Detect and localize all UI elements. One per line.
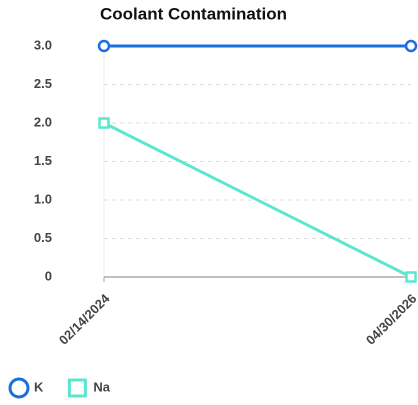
legend-item: Na (67, 378, 111, 398)
point (405, 271, 417, 283)
y-tick-label: 1.0 (34, 191, 52, 206)
legend-label: K (34, 379, 44, 394)
x-tick-label: 02/14/2024 (56, 290, 113, 347)
y-tick-label: 3.0 (34, 37, 52, 52)
legend-label: Na (93, 379, 110, 394)
y-tick-label: 2.0 (34, 114, 52, 129)
y-tick-label: 0 (45, 268, 52, 283)
x-tick-label: 04/30/2026 (363, 291, 418, 348)
y-tick-label: 2.5 (34, 76, 52, 91)
series-line (103, 121, 412, 279)
legend-marker (67, 378, 87, 398)
point (97, 39, 111, 53)
chart-title: Coolant Contamination (100, 4, 287, 23)
legend-item: K (8, 377, 44, 399)
point (404, 39, 418, 53)
y-tick-label: 1.5 (34, 153, 52, 168)
legend-marker (8, 377, 30, 399)
point (98, 117, 110, 129)
y-tick-label: 0.5 (34, 230, 52, 245)
